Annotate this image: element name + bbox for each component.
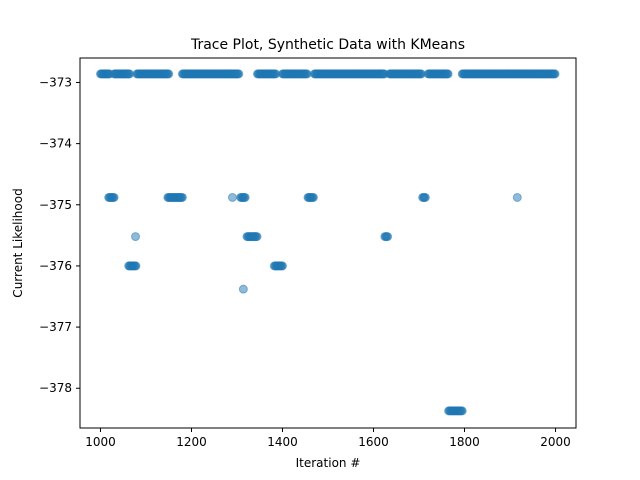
data-point [234,69,244,79]
y-tick-label: −377 [39,320,72,334]
data-point [420,192,430,202]
data-point [252,232,262,242]
data-point [308,192,318,202]
x-axis-label: Iteration # [296,456,361,470]
data-point [443,69,453,79]
y-axis: −373 −374 −375 −376 −377 −378 [39,75,80,395]
data-point [177,192,187,202]
data-point [277,261,287,271]
y-tick-label: −378 [39,381,72,395]
x-tick-label: 1600 [358,435,389,449]
y-tick-label: −375 [39,198,72,212]
data-point [109,192,119,202]
data-point [164,69,174,79]
x-axis: 1000 1200 1400 1600 1800 2000 [85,428,571,449]
plot-frame [79,57,577,429]
x-tick-label: 1800 [449,435,480,449]
data-point [383,232,393,242]
y-tick-label: −373 [39,75,72,89]
data-point [227,192,237,202]
data-point [512,192,522,202]
data-point [131,232,141,242]
y-tick-label: −374 [39,137,72,151]
y-tick-label: −376 [39,259,72,273]
data-point [550,69,560,79]
x-tick-label: 1200 [176,435,207,449]
y-axis-label: Current Likelihood [11,188,25,297]
data-points [95,69,560,416]
x-tick-label: 2000 [540,435,571,449]
data-point [238,284,248,294]
x-tick-label: 1400 [267,435,298,449]
data-point [131,261,141,271]
data-point [240,192,250,202]
data-point [457,406,467,416]
chart-title: Trace Plot, Synthetic Data with KMeans [190,37,465,53]
x-tick-label: 1000 [85,435,116,449]
